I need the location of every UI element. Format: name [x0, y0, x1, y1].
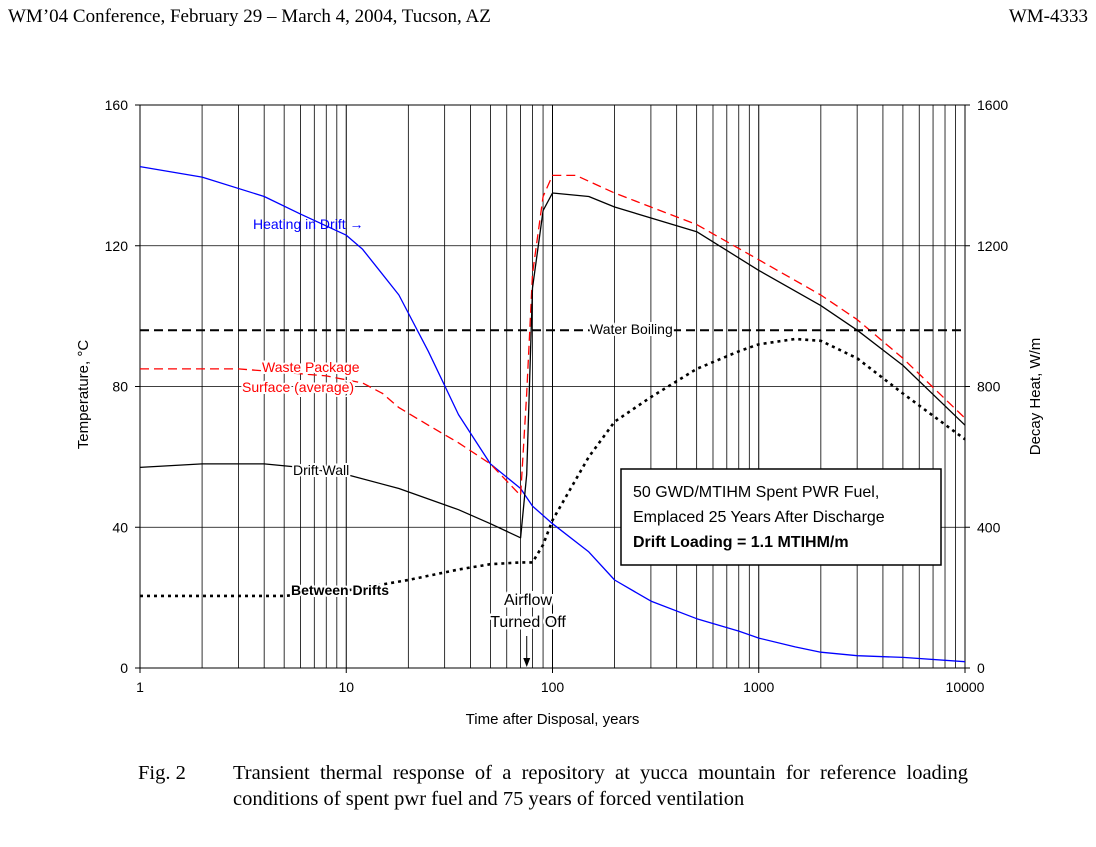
caption-text: Transient thermal response of a reposito… — [233, 762, 968, 810]
between-drifts-label: Between Drifts — [291, 582, 389, 598]
caption-label: Fig. 2 — [138, 762, 186, 784]
airflow-label-line1: Airflow — [504, 592, 552, 609]
y2-tick-label: 1600 — [977, 97, 1008, 113]
series-waste-package-surface-average — [140, 174, 966, 497]
y-tick-label: 160 — [105, 97, 129, 113]
y2-axis-label: Decay Heat, W/m — [1027, 338, 1044, 456]
info-box — [620, 468, 942, 566]
y2-tick-label: 800 — [977, 379, 1001, 395]
x-axis-label: Time after Disposal, years — [466, 711, 640, 728]
x-tick-label: 1 — [136, 679, 144, 695]
x-tick-label: 100 — [541, 679, 565, 695]
y-tick-label: 40 — [112, 519, 128, 535]
x-tick-label: 1000 — [743, 679, 774, 695]
water-boiling-label: Water Boiling — [590, 321, 673, 337]
waste-package-label-line1: Waste Package — [262, 359, 360, 375]
x-tick-label: 10000 — [946, 679, 985, 695]
series-drift-wall — [139, 192, 966, 539]
airflow-label-line2: Turned Off — [490, 614, 566, 631]
y2-tick-label: 0 — [977, 660, 985, 676]
y-axis-label: Temperature, °C — [75, 340, 92, 450]
arrow-head — [523, 658, 531, 667]
series-heating-in-drift — [139, 165, 966, 663]
page-header-right: WM-4333 — [1008, 6, 1088, 27]
series-between-drifts — [140, 337, 966, 598]
page-header-left: WM’04 Conference, February 29 – March 4,… — [8, 6, 491, 27]
heating-in-drift-label: Heating in Drift → — [253, 216, 363, 232]
info-box-line2: Emplaced 25 Years After Discharge — [633, 509, 885, 526]
y-tick-label: 120 — [105, 238, 129, 254]
airflow-off-arrow — [523, 636, 531, 667]
y-tick-label: 80 — [112, 379, 128, 395]
waste-package-label-line2: Surface (average) — [242, 379, 354, 395]
y2-tick-label: 400 — [977, 519, 1001, 535]
info-box-line1: 50 GWD/MTIHM Spent PWR Fuel, — [633, 484, 879, 501]
drift-wall-label: Drift Wall — [293, 462, 349, 478]
y-tick-label: 0 — [120, 660, 128, 676]
chart-series — [139, 165, 966, 663]
y2-tick-label: 1200 — [977, 238, 1008, 254]
x-tick-label: 10 — [338, 679, 354, 695]
info-box-line3: Drift Loading = 1.1 MTIHM/m — [633, 534, 849, 551]
